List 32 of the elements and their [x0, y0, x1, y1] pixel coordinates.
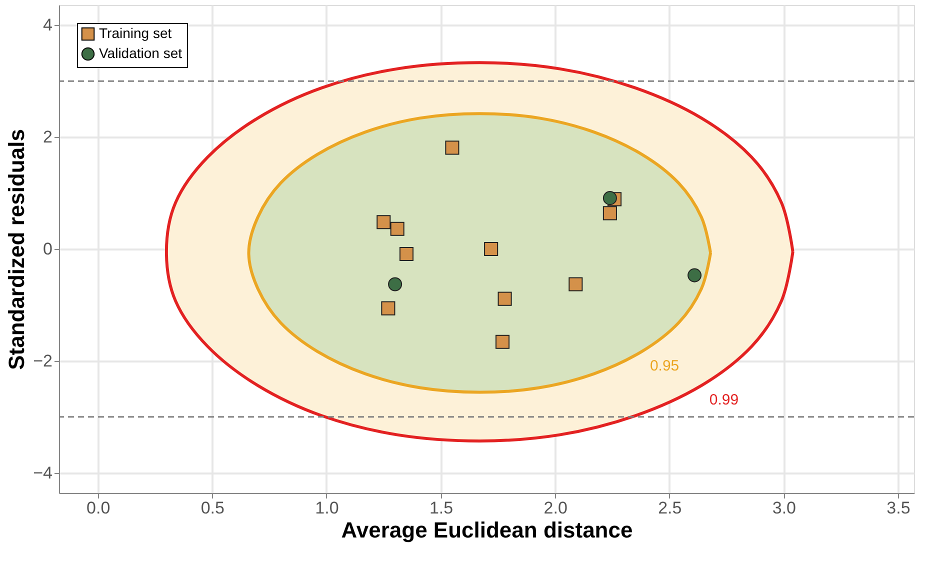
y-axis-title: Standardized residuals: [4, 129, 30, 370]
point: [495, 334, 510, 349]
x-axis-title: Average Euclidean distance: [341, 518, 633, 542]
point: [484, 242, 498, 256]
point: [688, 268, 702, 282]
point: [602, 191, 617, 206]
x-tick-label: 0.5: [200, 498, 224, 518]
x-tick-label: 2.5: [658, 498, 682, 518]
y-tick-label: 4: [43, 16, 52, 35]
y-tick-label: −4: [33, 463, 52, 482]
series-label: 0.95: [650, 357, 680, 374]
x-tick-label: 2.0: [544, 498, 568, 518]
point: [376, 215, 391, 230]
point: [602, 206, 617, 220]
point: [399, 247, 414, 262]
x-tick-label: 3.5: [886, 498, 910, 518]
point: [498, 292, 512, 306]
x-tick-label: 1.0: [315, 498, 339, 518]
point: [568, 277, 583, 292]
legend-label: Training set: [99, 25, 172, 41]
y-tick-label: 0: [43, 240, 52, 258]
x-tick-label: 3.0: [772, 498, 796, 518]
x-tick-label: 0.0: [86, 498, 110, 518]
series-label: 0.99: [709, 392, 739, 409]
legend-label: Validation set: [99, 45, 182, 61]
y-tick-label: 2: [43, 128, 52, 147]
y-tick-label: −2: [33, 351, 52, 370]
point: [381, 301, 396, 316]
point: [445, 140, 460, 155]
x-tick-label: 1.5: [429, 498, 454, 518]
point: [388, 277, 402, 292]
point: [390, 222, 404, 236]
